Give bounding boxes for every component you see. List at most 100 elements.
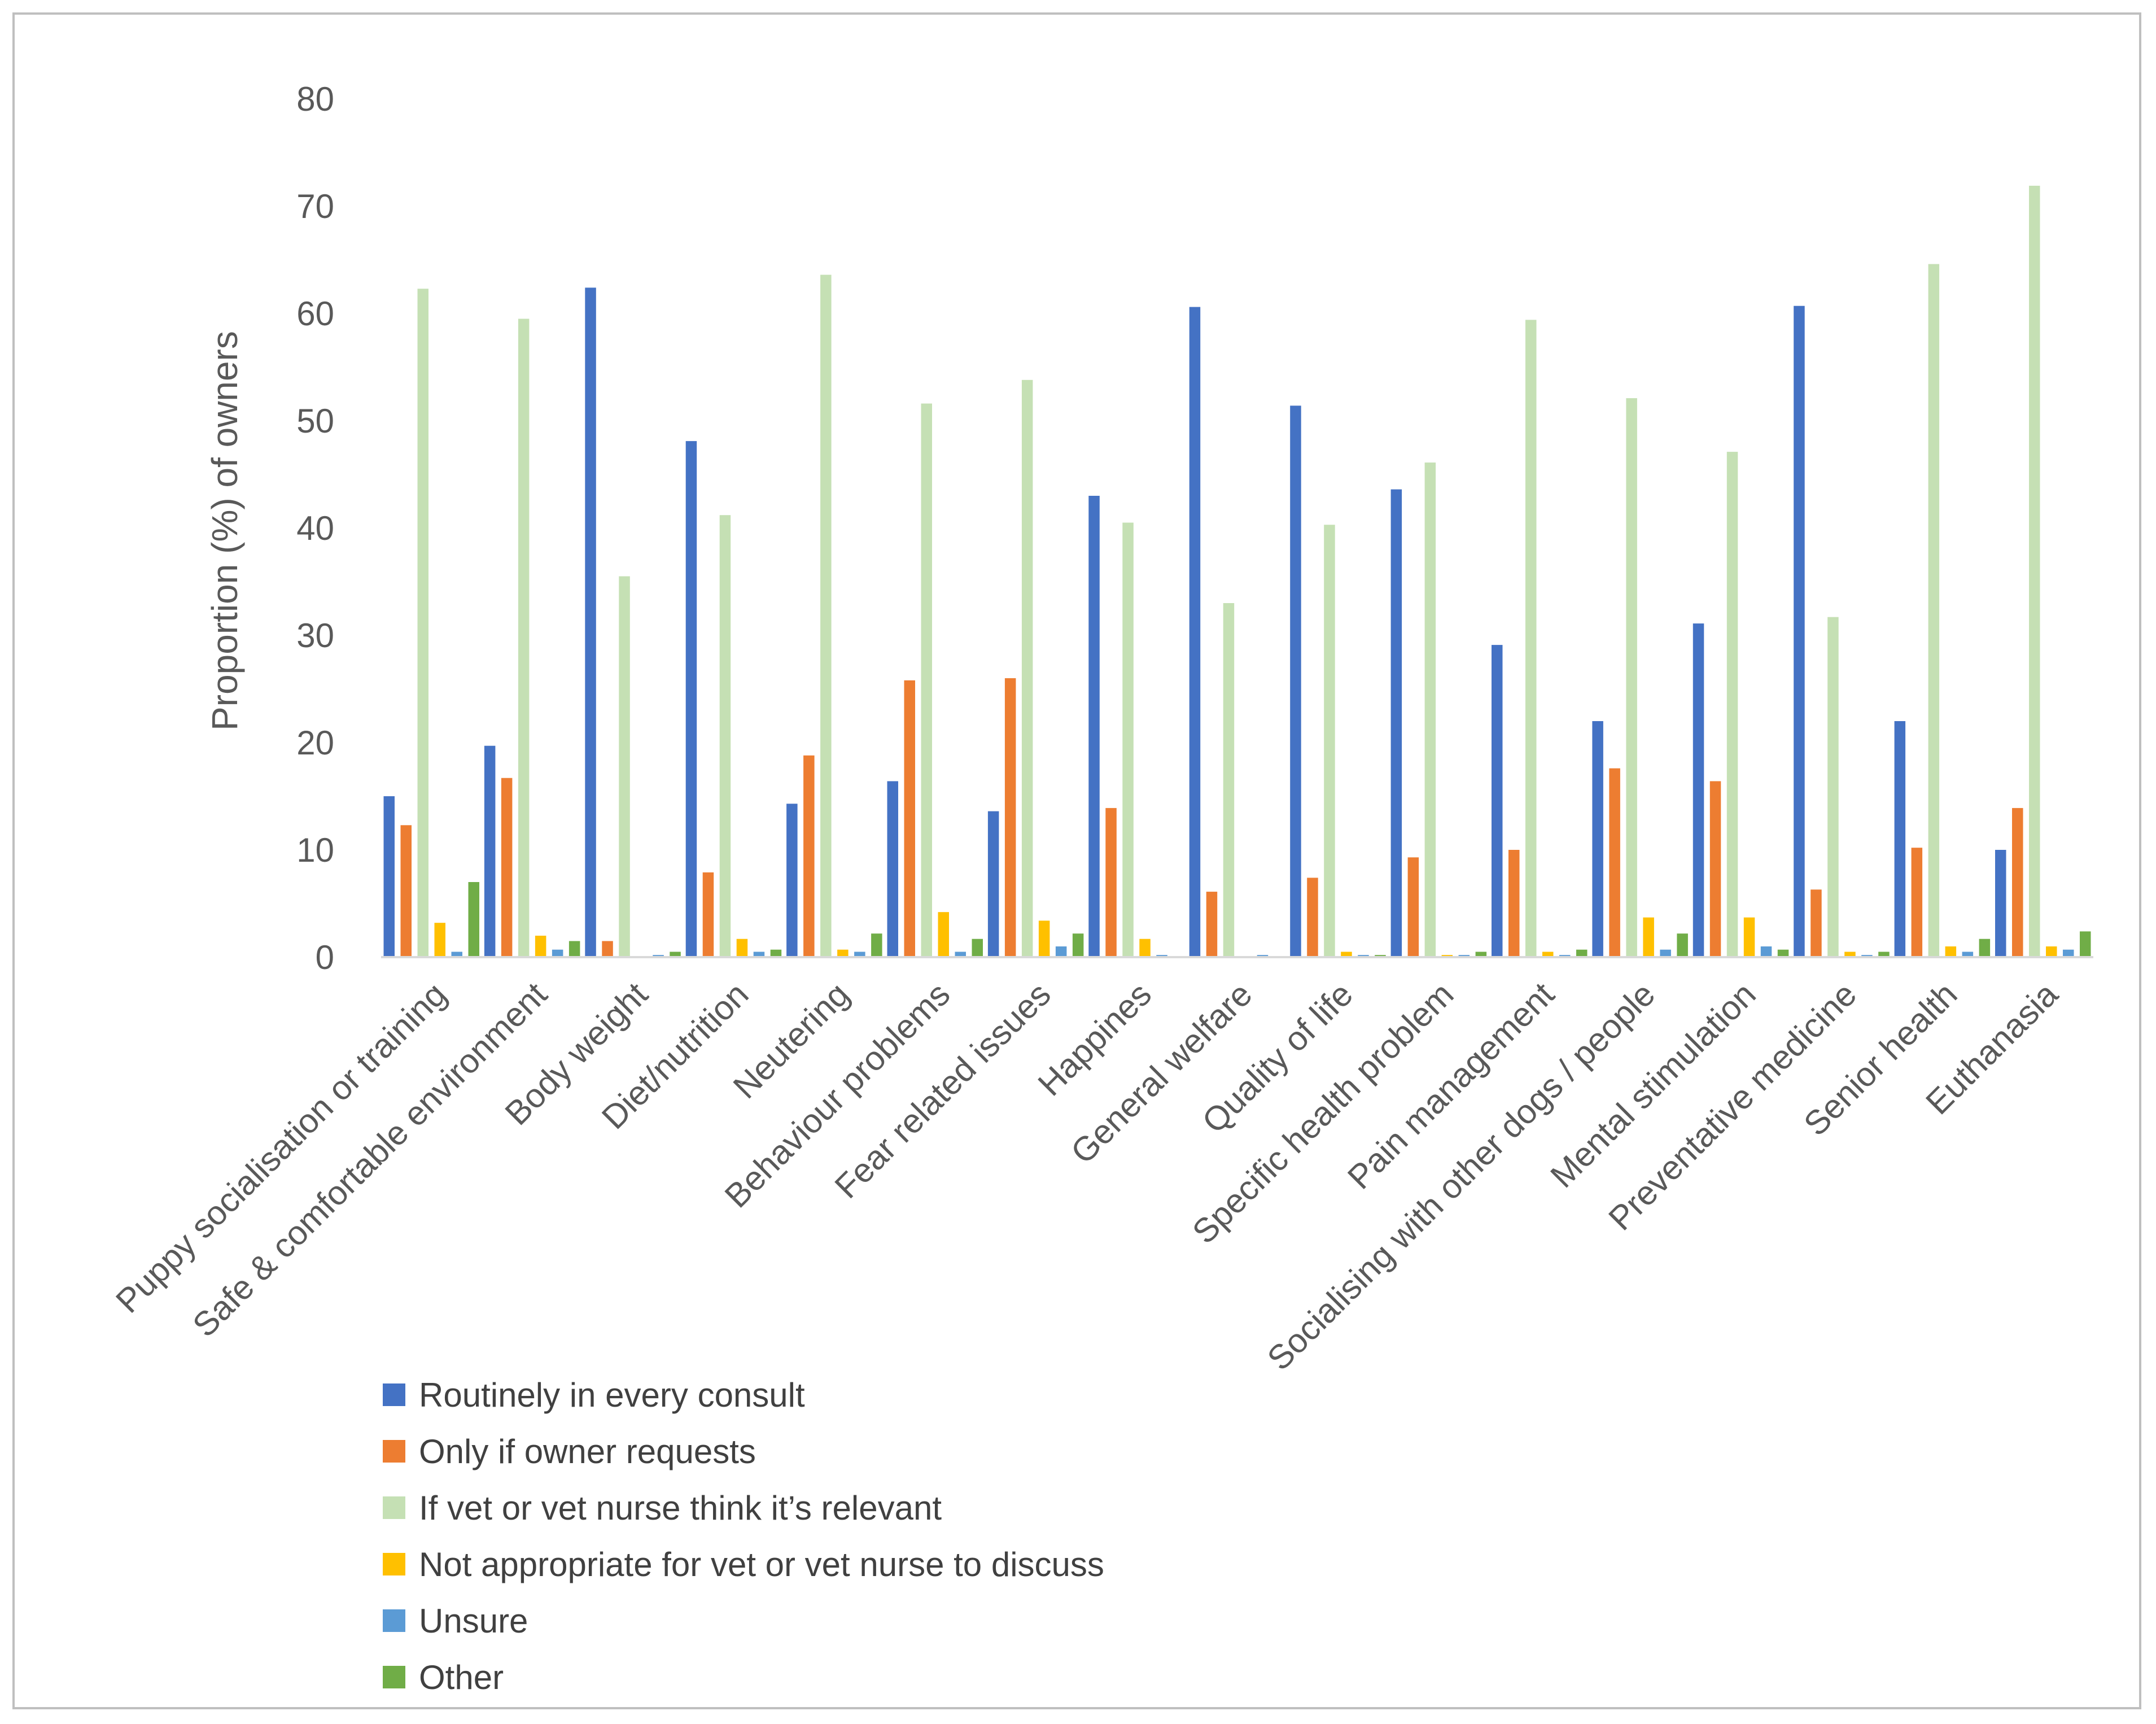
bar: [585, 287, 596, 957]
bar: [904, 680, 915, 957]
bar: [468, 882, 479, 957]
legend-label: Not appropriate for vet or vet nurse to …: [419, 1545, 1104, 1583]
bar: [670, 952, 681, 957]
y-tick-label: 60: [296, 295, 334, 333]
bar: [518, 318, 530, 957]
bar: [1390, 489, 1402, 957]
y-tick-label: 20: [296, 724, 334, 762]
y-tick-label: 0: [316, 939, 334, 976]
bar: [1576, 949, 1588, 957]
legend-swatch: [383, 1383, 405, 1406]
bar: [972, 939, 983, 957]
y-tick-label: 70: [296, 187, 334, 225]
bar: [820, 274, 832, 958]
bar: [1206, 892, 1218, 957]
bar: [1021, 379, 1033, 957]
legend-label: Routinely in every consult: [419, 1376, 805, 1414]
bar: [938, 912, 949, 957]
bar: [1475, 952, 1487, 957]
bar: [1995, 850, 2006, 957]
y-axis-title: Proportion (%) of owners: [204, 331, 245, 731]
bars: [383, 185, 2091, 958]
bar: [1962, 952, 1974, 957]
bar: [1223, 603, 1235, 957]
bar: [1945, 946, 1957, 957]
bar: [1592, 721, 1603, 957]
bar: [1643, 917, 1654, 957]
legend-item: Routinely in every consult: [383, 1367, 1738, 1423]
bar: [1760, 946, 1772, 957]
bar: [1609, 768, 1620, 957]
y-tick-label: 50: [296, 402, 334, 440]
bar: [837, 949, 849, 957]
bar: [1626, 398, 1637, 957]
bar: [1743, 917, 1755, 957]
bar: [1525, 320, 1537, 957]
bar: [1492, 645, 1503, 957]
bar: [753, 952, 765, 957]
y-tick-label: 10: [296, 831, 334, 869]
bar: [1038, 920, 1050, 957]
bar: [1677, 933, 1688, 957]
legend-swatch: [383, 1553, 405, 1575]
bar: [1878, 952, 1890, 957]
bar: [887, 781, 898, 957]
legend-swatch: [383, 1440, 405, 1463]
bar: [602, 941, 613, 957]
bar: [1660, 949, 1671, 957]
x-tick-label: General welfare: [1064, 975, 1260, 1171]
bar: [719, 515, 731, 957]
legend-swatch: [383, 1666, 405, 1688]
legend-label: Other: [419, 1658, 504, 1696]
legend-item: If vet or vet nurse think it’s relevant: [383, 1479, 1738, 1536]
bar: [736, 939, 748, 957]
legend-item: Only if owner requests: [383, 1423, 1738, 1479]
legend-label: If vet or vet nurse think it’s relevant: [419, 1489, 942, 1527]
bar: [1726, 452, 1738, 957]
bar: [383, 796, 395, 957]
legend-item: Other: [383, 1649, 1738, 1705]
bar: [535, 936, 546, 957]
bar: [685, 441, 697, 957]
bar: [2012, 808, 2023, 957]
bar: [1709, 781, 1721, 957]
legend-item: Unsure: [383, 1592, 1738, 1649]
bar: [1794, 305, 1805, 958]
bar: [451, 952, 462, 957]
bar: [1324, 525, 1335, 957]
bar: [1928, 264, 1940, 958]
bar: [1508, 850, 1520, 957]
bar: [2080, 931, 2091, 957]
legend-label: Unsure: [419, 1601, 528, 1640]
bar: [1307, 878, 1318, 957]
bar: [702, 872, 714, 957]
y-tick-label: 40: [296, 509, 334, 547]
bar: [803, 755, 815, 957]
bar: [786, 804, 798, 957]
bar: [987, 811, 999, 957]
y-axis-ticks: 0 10 20 30 40 50 60 70 80: [296, 80, 334, 976]
bar: [1004, 678, 1016, 957]
bar: [1894, 721, 1906, 957]
chart-frame: [12, 12, 2141, 1709]
bar: [871, 933, 882, 957]
bar: [2029, 185, 2040, 957]
x-tick-label: Safe & comfortable environment: [185, 975, 554, 1345]
bar: [1810, 889, 1822, 957]
bar: [1827, 617, 1839, 957]
legend-item: Not appropriate for vet or vet nurse to …: [383, 1536, 1738, 1592]
bar: [1189, 307, 1201, 957]
bar: [770, 949, 782, 957]
bar: [501, 778, 513, 957]
bar: [1693, 623, 1704, 957]
bar: [552, 949, 563, 957]
bar: [1844, 952, 1856, 957]
bar: [568, 941, 580, 957]
bar: [1911, 848, 1923, 957]
bar: [1088, 496, 1100, 957]
bar: [1072, 933, 1084, 957]
bar: [1979, 939, 1991, 957]
bar: [1139, 939, 1151, 957]
